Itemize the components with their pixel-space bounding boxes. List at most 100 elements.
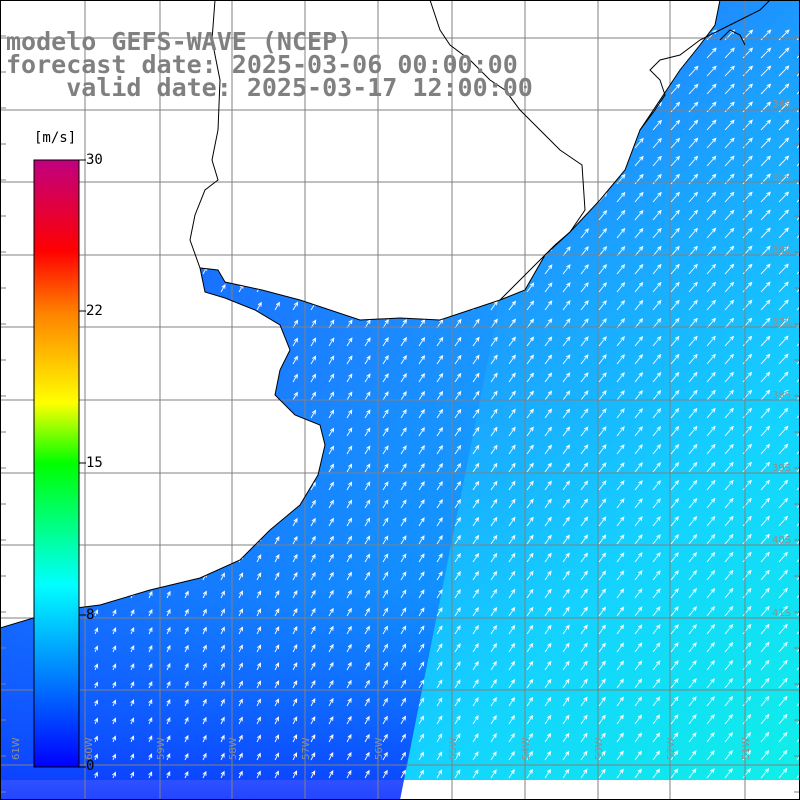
wave-arrow xyxy=(580,768,588,779)
wave-arrow xyxy=(400,481,407,491)
wave-arrow xyxy=(526,372,535,383)
wave-arrow xyxy=(310,680,316,689)
wave-arrow xyxy=(724,713,733,725)
wave-arrow xyxy=(328,661,334,671)
wave-arrow xyxy=(580,606,588,617)
wave-arrow xyxy=(328,445,335,455)
wave-arrow xyxy=(544,732,552,743)
wave-arrow xyxy=(796,737,800,743)
wave-arrow xyxy=(400,373,407,383)
wave-arrow xyxy=(436,444,443,455)
wave-arrow xyxy=(778,461,789,473)
wave-arrow xyxy=(490,354,498,365)
wave-arrow xyxy=(706,155,717,167)
wave-arrow xyxy=(580,588,588,599)
wave-arrow xyxy=(490,516,498,527)
wave-arrow xyxy=(184,644,189,653)
wave-arrow xyxy=(490,642,497,653)
wave-arrow xyxy=(562,570,570,581)
wave-arrow xyxy=(184,752,189,761)
wave-arrow xyxy=(202,590,207,599)
wave-arrow xyxy=(256,572,262,581)
wave-arrow xyxy=(742,281,753,293)
wave-arrow xyxy=(436,517,443,527)
wave-arrow xyxy=(598,480,607,491)
wave-arrow xyxy=(688,209,699,221)
wave-arrow xyxy=(778,425,789,437)
lat-label: 34S xyxy=(772,99,791,110)
wave-arrow xyxy=(724,732,733,743)
wave-arrow xyxy=(382,643,389,653)
wave-arrow xyxy=(760,83,772,95)
wave-arrow xyxy=(490,570,498,581)
wave-arrow xyxy=(778,209,790,221)
wave-arrow xyxy=(616,714,624,725)
wave-arrow xyxy=(526,624,534,635)
wave-arrow xyxy=(796,72,800,77)
wave-arrow xyxy=(220,680,225,689)
wave-arrow xyxy=(454,589,461,599)
wave-arrow xyxy=(490,715,497,725)
wave-arrow xyxy=(796,144,800,149)
wave-arrow xyxy=(724,659,734,671)
wave-arrow xyxy=(472,498,480,509)
wave-arrow xyxy=(778,749,788,761)
wave-arrow xyxy=(454,444,462,455)
wave-arrow xyxy=(688,515,698,527)
wave-arrow xyxy=(616,372,625,383)
wave-arrow xyxy=(688,660,697,671)
wave-arrow xyxy=(634,750,643,761)
wave-arrow xyxy=(688,479,698,491)
wave-arrow xyxy=(742,371,753,383)
wave-arrow xyxy=(616,768,624,779)
wave-arrow xyxy=(634,714,643,725)
wave-arrow xyxy=(688,569,698,581)
wave-arrow xyxy=(238,734,243,743)
wave-arrow xyxy=(382,733,388,743)
wave-arrow xyxy=(292,391,298,401)
wave-arrow xyxy=(706,335,716,347)
wave-arrow xyxy=(652,461,661,473)
wave-arrow xyxy=(382,391,389,401)
wave-arrow xyxy=(544,300,553,311)
wave-arrow xyxy=(436,715,443,725)
wave-arrow xyxy=(490,552,498,563)
wave-arrow xyxy=(508,624,516,635)
wave-arrow xyxy=(544,678,552,689)
wave-arrow xyxy=(742,497,752,509)
wave-arrow xyxy=(310,661,316,671)
wave-arrow xyxy=(490,408,498,419)
wave-arrow xyxy=(544,462,552,473)
wave-arrow xyxy=(346,715,352,725)
wave-arrow xyxy=(742,389,753,401)
wave-direction-arrows xyxy=(93,29,800,779)
wave-arrow xyxy=(328,571,334,581)
wave-arrow xyxy=(688,443,698,455)
wave-arrow xyxy=(616,588,625,599)
wave-arrow xyxy=(526,570,534,581)
title-valid-date: valid date: 2025-03-17 12:00:00 xyxy=(66,73,533,102)
wave-arrow xyxy=(454,480,462,491)
wave-arrow xyxy=(742,209,753,221)
wave-arrow xyxy=(670,570,679,581)
wave-arrow xyxy=(400,535,407,545)
wave-arrow xyxy=(274,535,280,545)
wave-arrow xyxy=(436,426,444,437)
wave-arrow xyxy=(220,662,225,671)
wave-arrow xyxy=(436,372,444,383)
wave-arrow xyxy=(598,372,607,383)
wave-arrow xyxy=(328,697,334,707)
wave-arrow xyxy=(634,588,643,599)
wave-arrow xyxy=(292,553,298,563)
wave-arrow xyxy=(760,371,771,383)
wave-arrow xyxy=(94,627,99,635)
wave-arrow xyxy=(562,390,571,401)
wave-arrow xyxy=(724,371,734,383)
wave-arrow xyxy=(328,715,334,725)
wave-arrow xyxy=(346,553,352,563)
wave-arrow xyxy=(598,552,607,563)
wave-arrow xyxy=(652,480,661,491)
wave-arrow xyxy=(364,499,371,509)
wave-arrow xyxy=(130,663,135,671)
